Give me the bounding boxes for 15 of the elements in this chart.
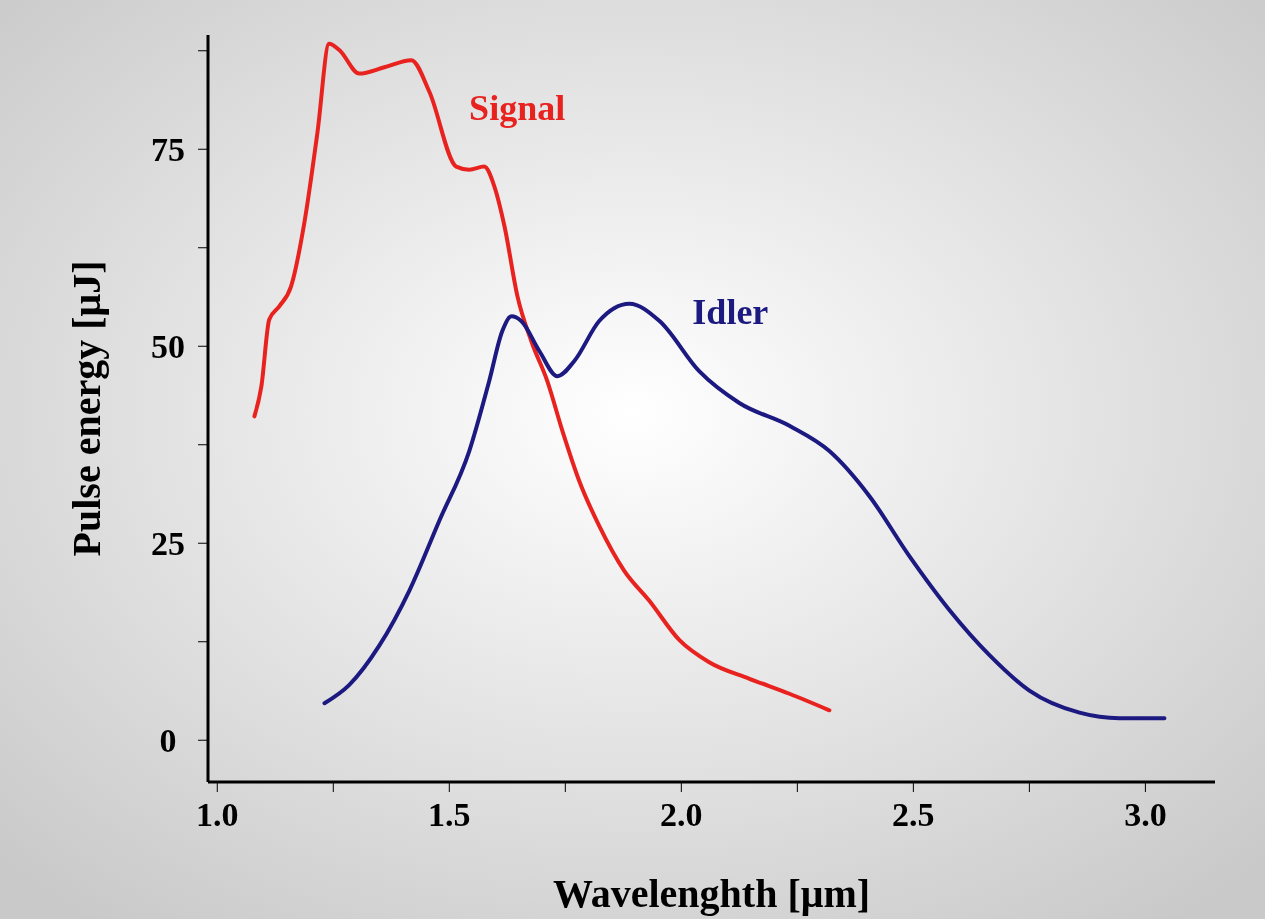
x-tick-label: 2.0 (660, 796, 703, 833)
y-tick-label: 75 (151, 131, 185, 169)
x-tick-label: 3.0 (1124, 796, 1167, 833)
x-tick-label: 2.5 (892, 796, 935, 833)
y-tick-label: 25 (151, 525, 185, 563)
x-tick-label: 1.0 (196, 796, 239, 833)
y-axis-title: Pulse energy [μJ] (64, 260, 109, 557)
x-tick-label: 1.5 (428, 796, 471, 833)
series-label: Idler (692, 291, 769, 332)
y-tick-label: 50 (151, 328, 185, 366)
x-axis-title: Wavelenghth [μm] (552, 871, 871, 916)
line-series (252, 41, 832, 713)
line-series (322, 301, 1167, 721)
series-label: Signal (469, 87, 566, 128)
y-tick-label: 0 (159, 722, 177, 760)
